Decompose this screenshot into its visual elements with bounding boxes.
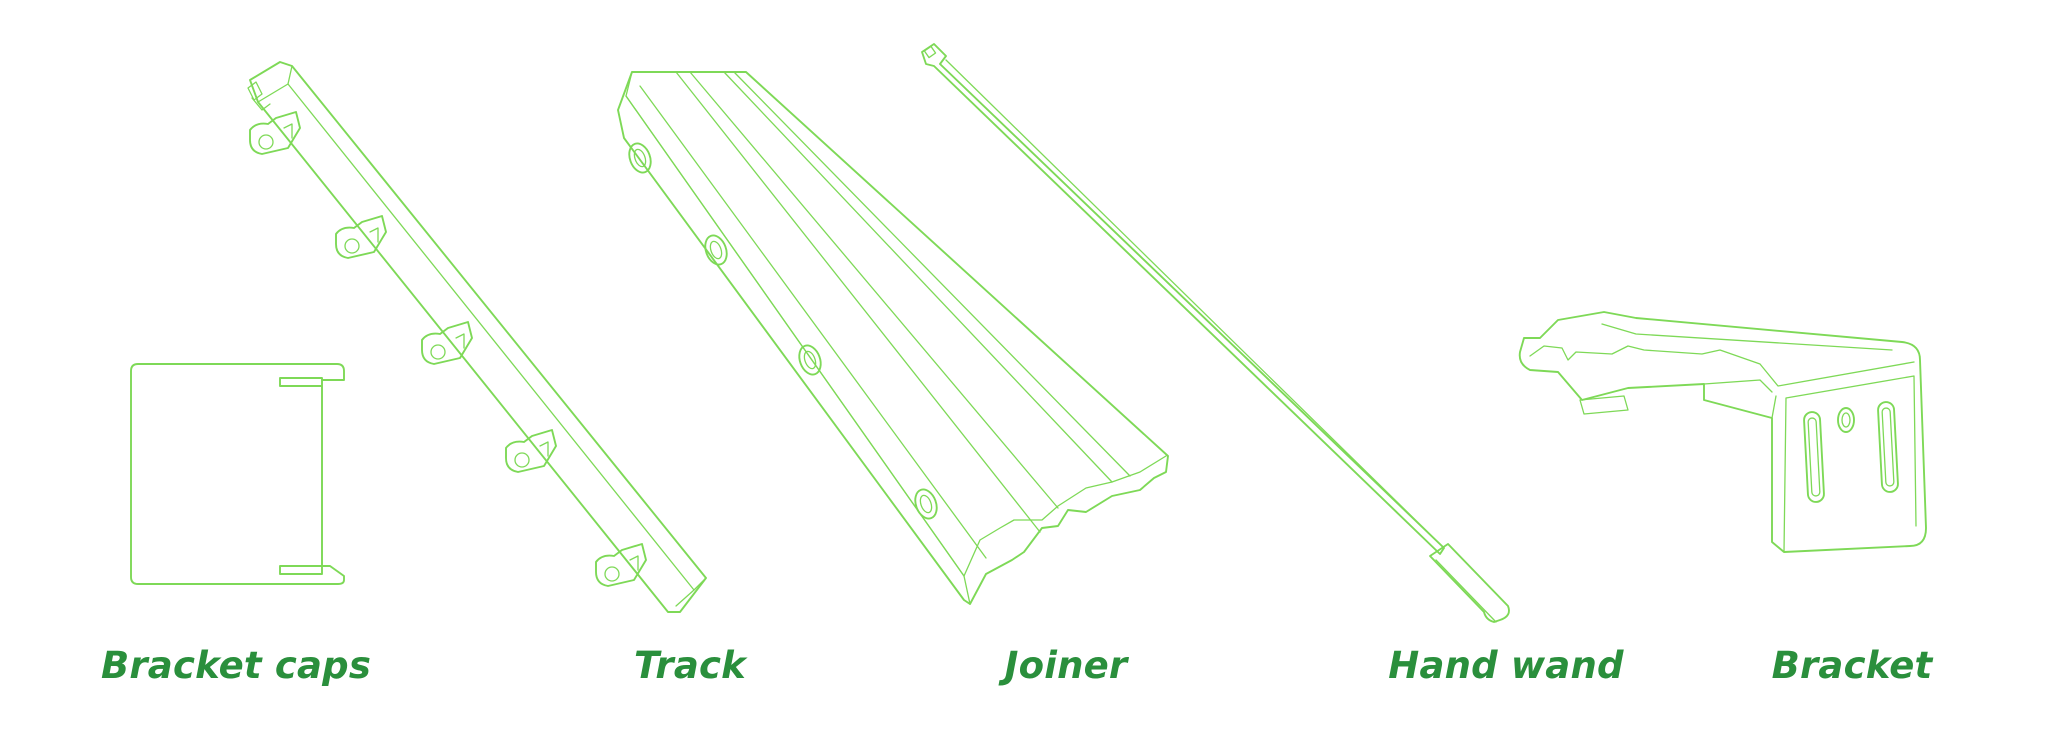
screw-hole <box>704 234 728 266</box>
label-joiner: Joiner <box>1004 644 1128 687</box>
hand-wand-illustration <box>921 43 1510 623</box>
label-track: Track <box>634 644 746 687</box>
clip-hook <box>505 429 557 473</box>
clip-hook <box>421 321 473 365</box>
label-hand-wand: Hand wand <box>1388 644 1624 687</box>
bracket-caps-rail-illustration <box>247 61 707 613</box>
clip-hook <box>249 111 301 155</box>
label-bracket-caps: Bracket caps <box>100 644 372 687</box>
label-bracket: Bracket <box>1771 644 1933 687</box>
screw-hole <box>798 344 822 376</box>
screw-hole <box>628 142 652 174</box>
track-illustration <box>617 71 1169 605</box>
clip-hook <box>335 215 387 259</box>
bracket-illustration <box>1518 311 1927 553</box>
screw-hole <box>914 488 938 520</box>
clip-hook <box>595 543 647 587</box>
bracket-cap-illustration <box>130 363 345 585</box>
